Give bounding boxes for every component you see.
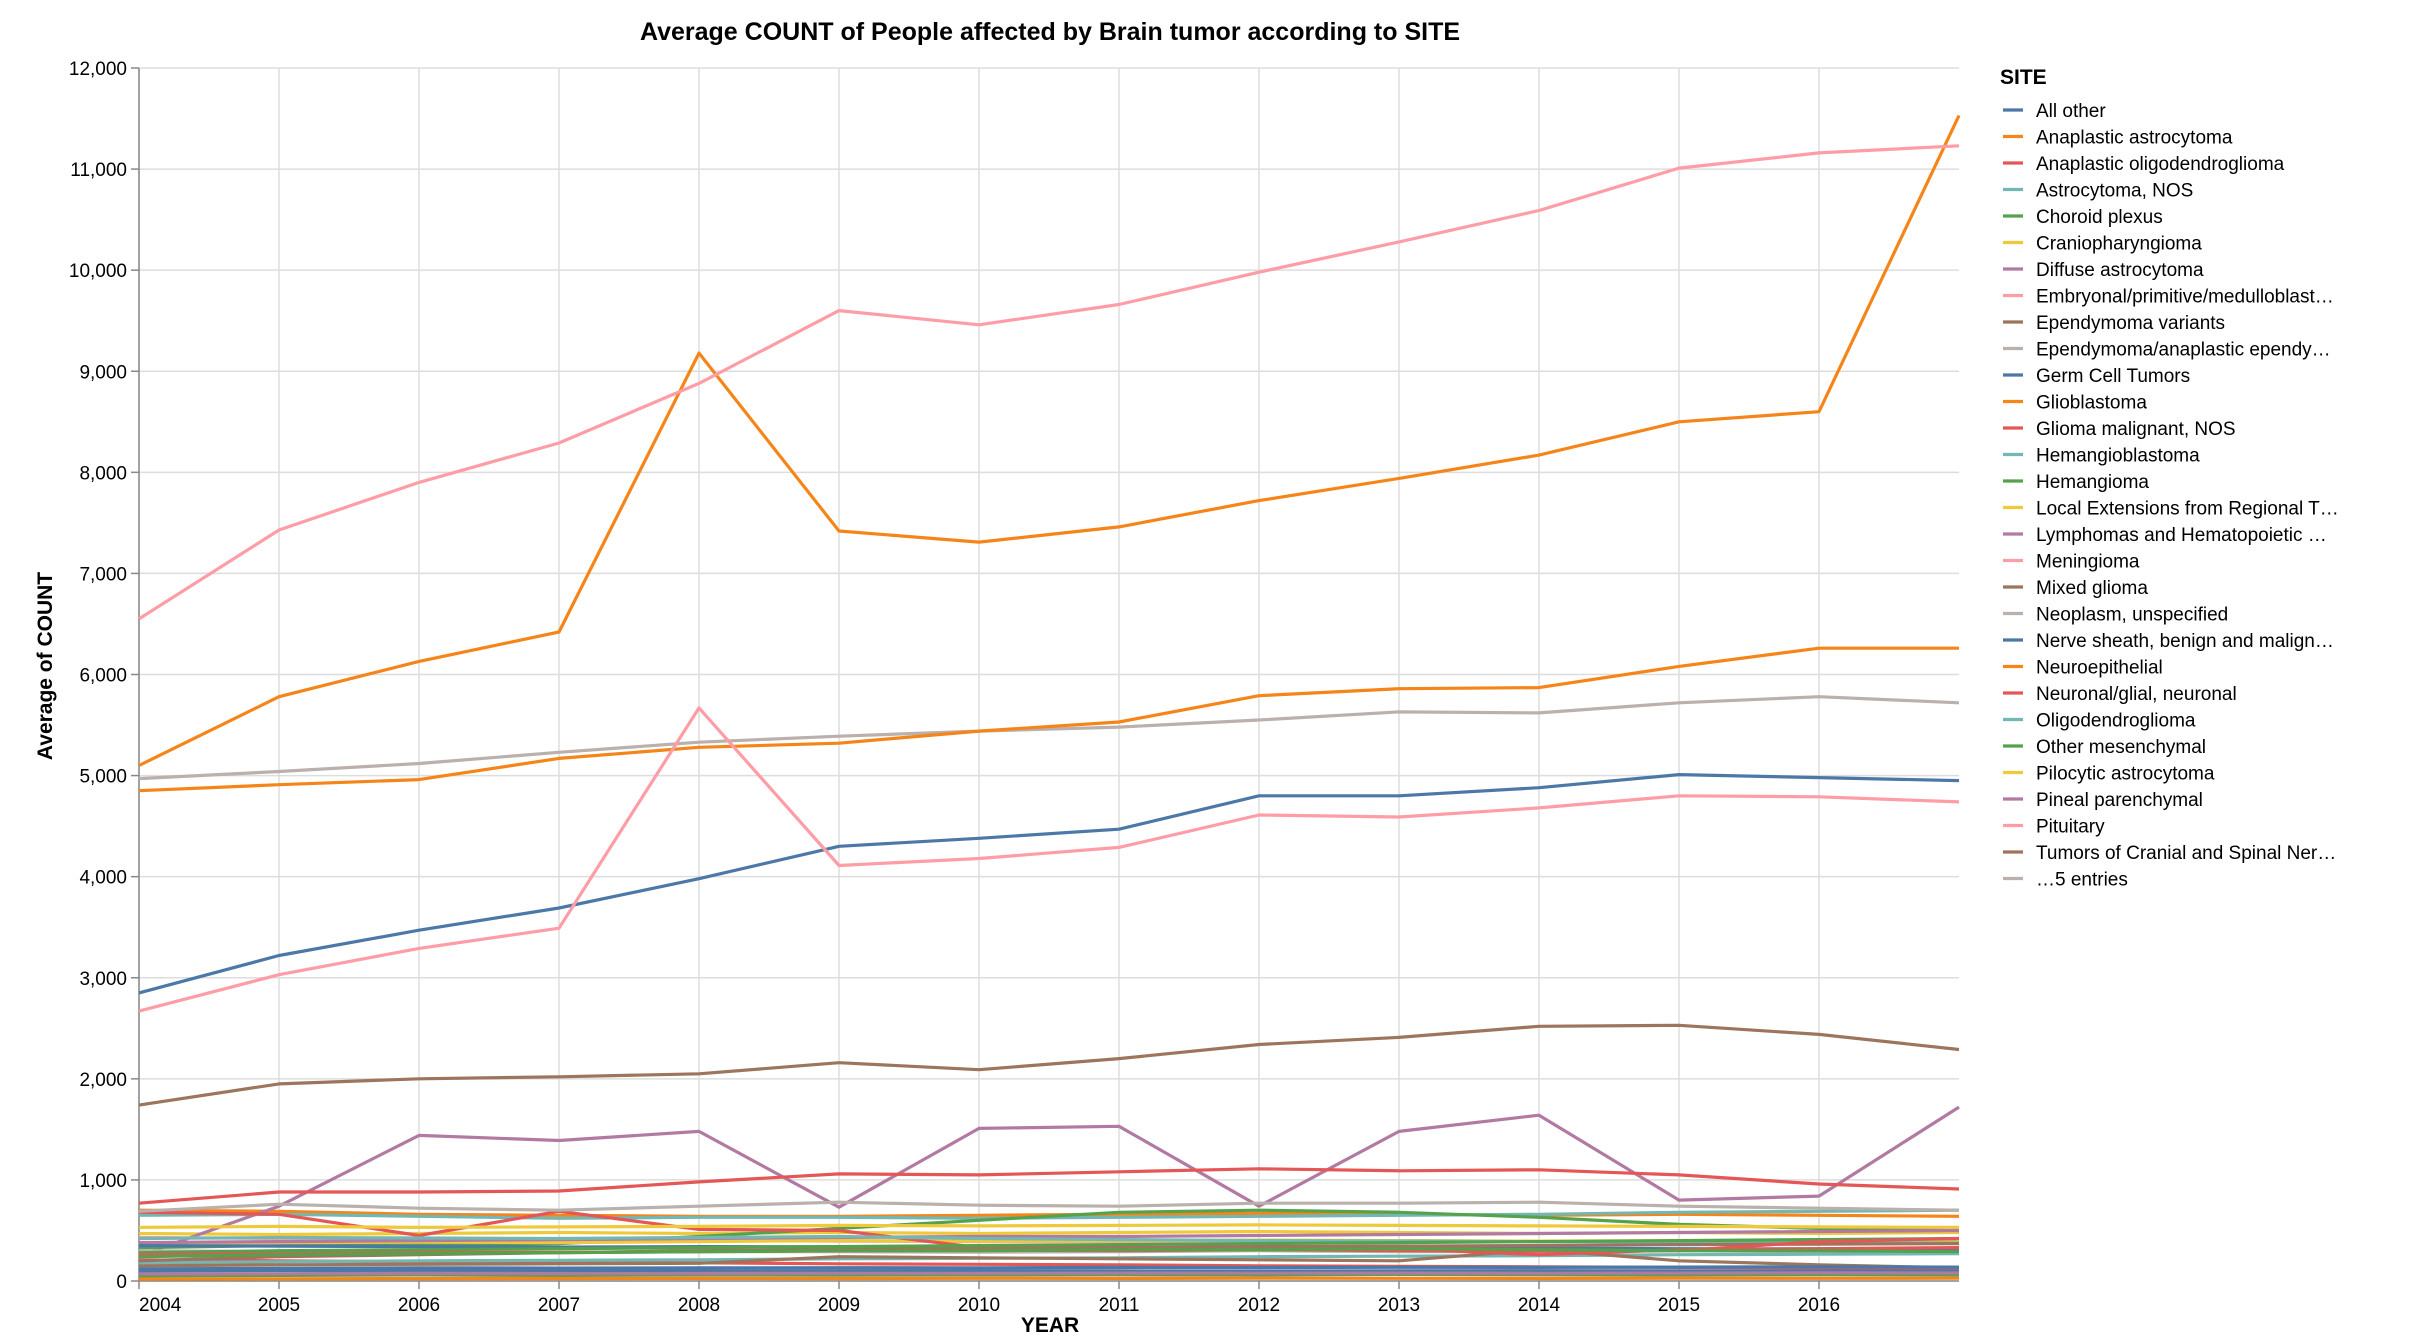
y-tick-label: 0 — [116, 1272, 127, 1293]
axes: 0 1,000 2,000 3,000 4,000 5,000 6,000 7,000 8,00… — [69, 59, 1959, 1316]
x-tick-label: 2009 — [818, 1295, 860, 1316]
series-line-11 — [138, 114, 1961, 767]
legend-label: Anaplastic oligodendroglioma — [2036, 154, 2285, 175]
series-layer — [138, 114, 1961, 1281]
legend-label: Craniopharyngioma — [2036, 234, 2202, 255]
legend-label: Neuroepithelial — [2036, 658, 2163, 679]
legend-label: All other — [2036, 101, 2106, 122]
y-axis-title: Average of COUNT — [34, 572, 57, 760]
legend-title: SITE — [2000, 66, 2047, 89]
legend-label: Germ Cell Tumors — [2036, 366, 2190, 387]
legend-label: Choroid plexus — [2036, 207, 2163, 228]
legend-label: Ependymoma/anaplastic ependy… — [2036, 340, 2331, 361]
series-line-33 — [138, 1247, 1960, 1259]
y-tick-label: 8,000 — [79, 463, 127, 484]
x-tick-label: 2013 — [1378, 1295, 1420, 1316]
legend-label: Ependymoma variants — [2036, 313, 2225, 334]
chart-title: Average COUNT of People affected by Brai… — [640, 18, 1460, 46]
x-tick-label: 2016 — [1798, 1295, 1840, 1316]
legend-label: Local Extensions from Regional T… — [2036, 499, 2339, 520]
series-line-17 — [138, 144, 1960, 621]
legend-label: Hemangioma — [2036, 472, 2149, 493]
legend-label: Oligodendroglioma — [2036, 711, 2196, 732]
x-tick-label: 2015 — [1658, 1295, 1700, 1316]
legend-label: Embryonal/primitive/medulloblast… — [2036, 287, 2334, 308]
series-line-18 — [138, 1248, 1960, 1270]
legend-label: Neuronal/glial, neuronal — [2036, 684, 2237, 705]
series-line-31 — [138, 1276, 1960, 1281]
legend-label: Lymphomas and Hematopoietic … — [2036, 525, 2327, 546]
legend-label: Anaplastic astrocytoma — [2036, 128, 2233, 149]
y-tick-label: 3,000 — [79, 969, 127, 990]
series-line-19 — [138, 695, 1960, 781]
legend-label: Pituitary — [2036, 817, 2105, 838]
legend-label: Astrocytoma, NOS — [2036, 181, 2193, 202]
x-tick-label: 2012 — [1238, 1295, 1280, 1316]
series-line-6 — [138, 1105, 1960, 1258]
y-tick-label: 7,000 — [79, 564, 127, 585]
legend-label: Pineal parenchymal — [2036, 790, 2203, 811]
series-line-16 — [138, 1228, 1960, 1245]
series-line-21 — [138, 646, 1959, 793]
y-tick-label: 4,000 — [79, 868, 127, 889]
y-tick-label: 10,000 — [69, 261, 127, 282]
x-tick-label: 2006 — [398, 1295, 440, 1316]
legend-label: Nerve sheath, benign and malign… — [2036, 631, 2334, 652]
legend-label: Glioblastoma — [2036, 393, 2147, 414]
legend-label: Diffuse astrocytoma — [2036, 260, 2204, 281]
y-tick-label: 9,000 — [79, 362, 127, 383]
x-tick-label: 2014 — [1518, 1295, 1561, 1316]
y-tick-label: 1,000 — [79, 1171, 127, 1192]
series-line-26 — [138, 1271, 1960, 1276]
gridlines — [138, 67, 1959, 1282]
x-tick-label: 2007 — [538, 1295, 580, 1316]
legend-label: Glioma malignant, NOS — [2036, 419, 2236, 440]
y-tick-label: 11,000 — [70, 160, 127, 181]
series-line-24 — [138, 1236, 1960, 1255]
series-line-10 — [138, 1268, 1960, 1273]
legend-label: Meningioma — [2036, 552, 2140, 573]
legend-more-entries: …5 entries — [2036, 870, 2128, 891]
x-tick-label: 2004 — [139, 1295, 182, 1316]
x-tick-label: 2005 — [258, 1295, 300, 1316]
series-line-27 — [138, 706, 1960, 1013]
series-line-30 — [138, 1265, 1960, 1271]
series-line-0 — [138, 772, 1960, 995]
series-line-25 — [138, 1223, 1960, 1230]
series-line-14 — [138, 1208, 1960, 1250]
legend-label: Other mesenchymal — [2036, 737, 2206, 758]
x-tick-label: 2010 — [958, 1295, 1000, 1316]
y-tick-label: 5,000 — [79, 767, 127, 788]
series-line-8 — [138, 1023, 1960, 1107]
legend: SITE All other Anaplastic astrocytoma Anap… — [2000, 66, 2339, 891]
legend-label: Neoplasm, unspecified — [2036, 605, 2228, 626]
legend-label: Tumors of Cranial and Spinal Ner… — [2036, 843, 2336, 864]
y-tick-label: 12,000 — [69, 59, 127, 80]
x-axis-title: YEAR — [1021, 1314, 1079, 1336]
legend-label: Mixed glioma — [2036, 578, 2148, 599]
y-tick-label: 6,000 — [79, 666, 127, 687]
legend-label: Pilocytic astrocytoma — [2036, 764, 2215, 785]
series-line-29 — [138, 1200, 1960, 1213]
x-tick-label: 2008 — [678, 1295, 720, 1316]
series-line-12 — [138, 1167, 1960, 1205]
legend-label: Hemangioblastoma — [2036, 446, 2200, 467]
y-tick-label: 2,000 — [79, 1070, 127, 1091]
x-tick-label: 2011 — [1099, 1295, 1140, 1316]
